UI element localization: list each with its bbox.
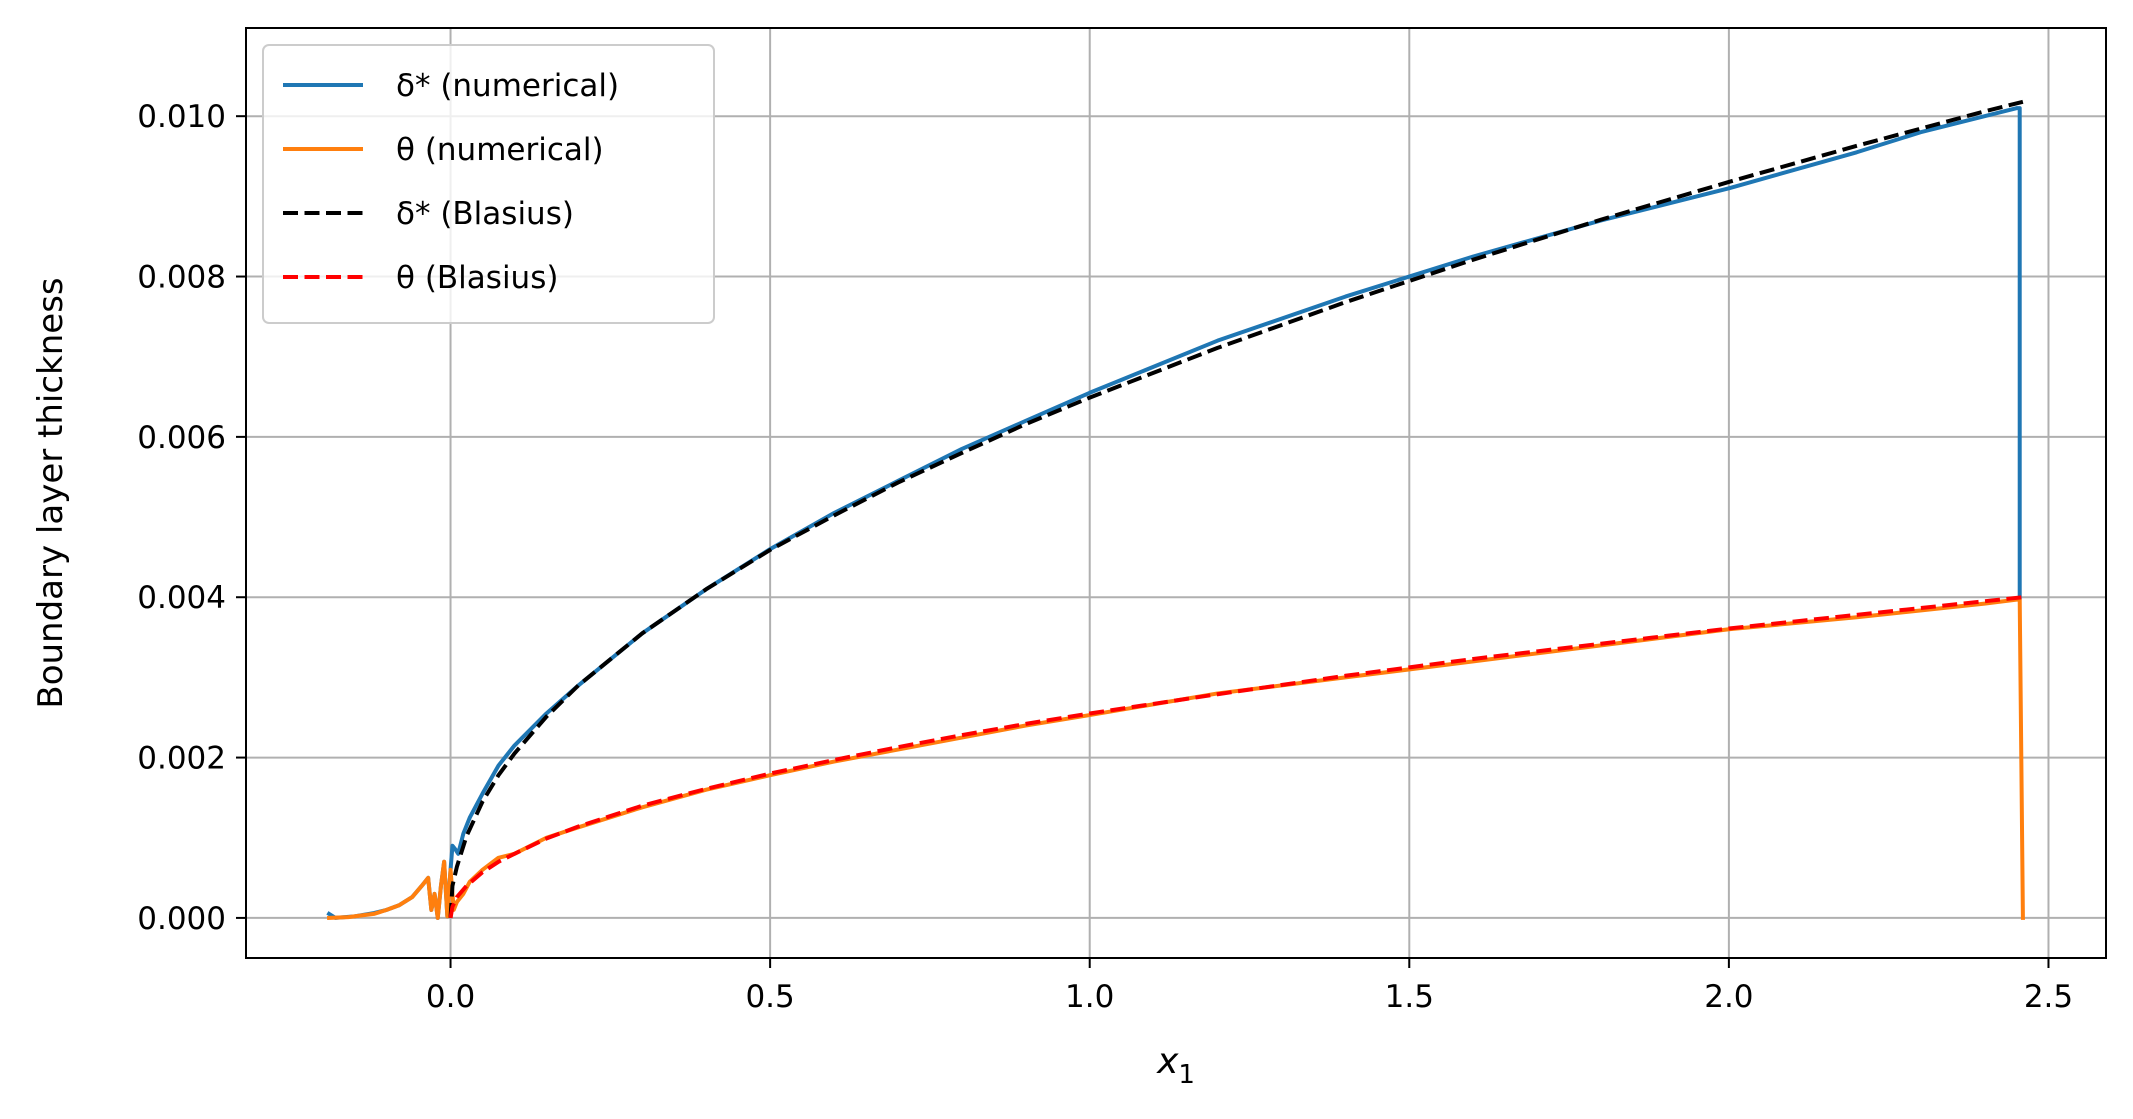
series-line-4	[448, 595, 2024, 919]
legend-box	[262, 44, 715, 324]
y-tick-label: 0.006	[137, 420, 226, 456]
y-tick-label: 0.000	[137, 901, 226, 937]
legend-label: δ* (Blasius)	[396, 196, 574, 232]
plot-lines	[326, 99, 2025, 920]
legend-label: θ (Blasius)	[396, 260, 558, 296]
y-tick-label: 0.008	[137, 260, 226, 296]
y-tick-label: 0.004	[137, 580, 226, 616]
x-axis-label: x1	[1156, 1041, 1195, 1090]
x-axis-label-sub: 1	[1178, 1060, 1195, 1090]
ticks: 0.0 0.5 1.0 1.5 2.0 2.5 0.000 0.002 0.004 0.006 0.…	[137, 99, 2073, 1015]
series-line-3	[448, 99, 2024, 919]
x-tick-label: 1.0	[1065, 979, 1114, 1015]
x-tick-label: 1.5	[1385, 979, 1434, 1015]
y-tick-label: 0.010	[137, 99, 226, 135]
grid	[246, 28, 2106, 958]
x-tick-label: 0.5	[745, 979, 794, 1015]
y-axis-label: Boundary layer thickness	[31, 277, 71, 708]
x-tick-label: 0.0	[426, 979, 475, 1015]
x-tick-label: 2.0	[1704, 979, 1753, 1015]
x-axis-label-main: x	[1156, 1041, 1179, 1082]
legend-label: θ (numerical)	[396, 132, 604, 168]
legend: δ* (numerical) θ (numerical) δ* (Blasius) θ…	[262, 44, 715, 324]
y-tick-label: 0.002	[137, 741, 226, 777]
x-tick-label: 2.5	[2024, 979, 2073, 1015]
legend-label: δ* (numerical)	[396, 68, 619, 104]
plot-frame	[245, 27, 2107, 959]
